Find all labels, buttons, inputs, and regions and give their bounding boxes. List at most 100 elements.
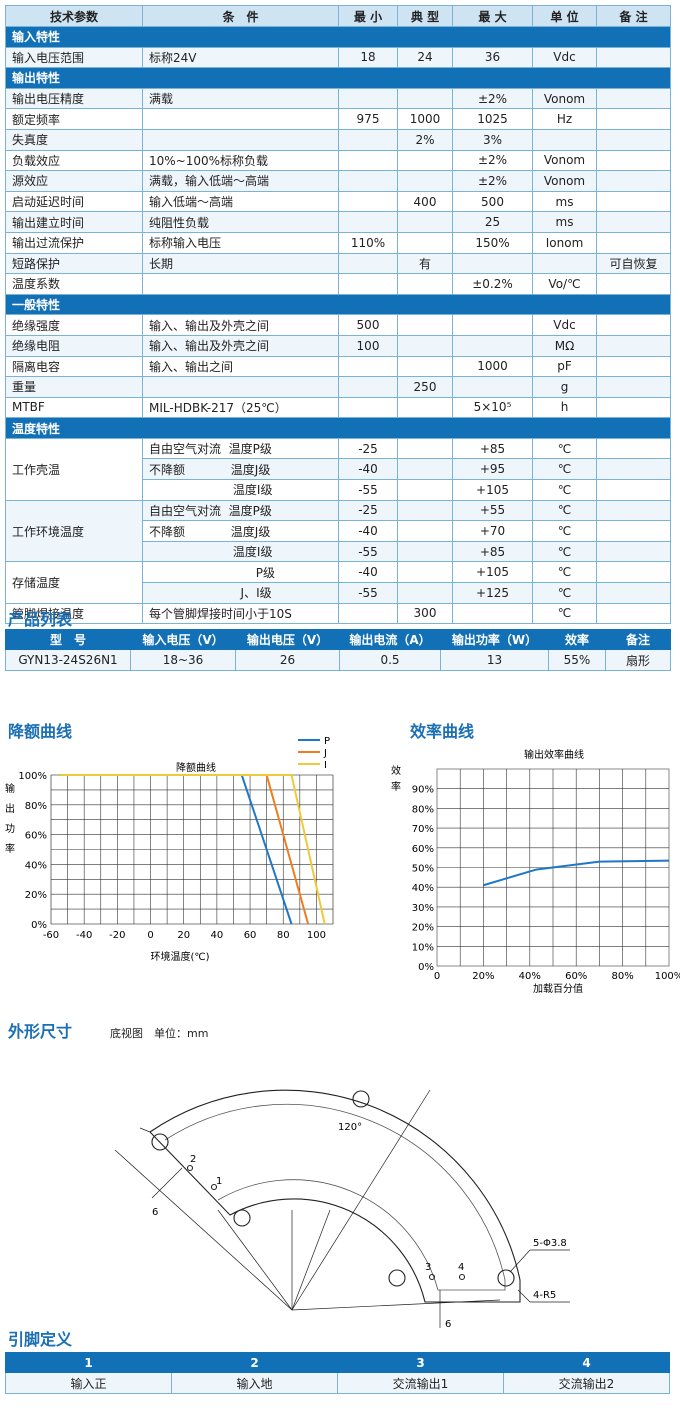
spec-cell — [142, 376, 339, 398]
spec-cell — [397, 396, 453, 419]
spec-table: 技术参数条 件最 小典 型最 大单 位备 注 输入特性 输入电压范围 标称24V 18… — [5, 5, 671, 625]
spec-cell: Vonom — [532, 87, 597, 110]
spec-cell — [452, 602, 533, 625]
spec-cell: +70 — [452, 520, 533, 542]
spec-cell: Vdc — [532, 46, 597, 69]
spec-cell — [532, 252, 597, 275]
spec-cell — [142, 128, 339, 151]
spec-cell — [397, 314, 453, 336]
efficiency-section-title: 效率曲线 — [410, 722, 475, 741]
spec-cell — [596, 540, 671, 563]
spec-cell: +105 — [452, 561, 533, 584]
spec-cell: MIL-HDBK-217（25℃） — [142, 396, 339, 419]
spec-cell — [397, 499, 453, 522]
pins-cell: 输入正 — [5, 1372, 172, 1394]
spec-cell: 24 — [397, 46, 453, 69]
spec-cell: 5×10⁵ — [452, 396, 533, 419]
y-tick-label: 20% — [412, 923, 434, 934]
series-line-I — [59, 774, 326, 925]
product-header-cell: 备注 — [605, 629, 671, 650]
spec-cell: +55 — [452, 499, 533, 522]
pins-cell: 交流输出1 — [337, 1372, 504, 1394]
spec-cell: 可自恢复 — [596, 252, 671, 275]
pin-2-label: 2 — [190, 1154, 196, 1165]
center-line-a — [291, 1089, 431, 1311]
product-header-cell: 输出电压（V） — [235, 629, 340, 650]
spec-cell — [596, 561, 671, 584]
spec-cell — [338, 128, 398, 151]
spec-cell — [596, 458, 671, 481]
product-cell: 26 — [235, 649, 340, 671]
spec-cell: -25 — [338, 499, 398, 522]
spec-cell — [452, 314, 533, 336]
spec-cell: 500 — [452, 190, 533, 213]
spec-cell — [338, 355, 398, 378]
spec-header-cell: 技术参数 — [5, 5, 143, 27]
spec-cell: 150% — [452, 231, 533, 254]
product-cell: GYN13-24S26N1 — [5, 649, 131, 671]
spec-cell: 启动延迟时间 — [5, 190, 143, 213]
spec-cell: 110% — [338, 231, 398, 254]
spec-cell — [397, 561, 453, 584]
y-tick-label: 80% — [412, 804, 434, 815]
spec-cell: -25 — [338, 437, 398, 460]
efficiency-xlabel: 加载百分值 — [533, 982, 583, 995]
mount-hole-5 — [497, 1269, 515, 1287]
spec-cell: ℃ — [532, 437, 597, 460]
y-tick-label: 90% — [412, 785, 434, 796]
spec-cell: 输入、输出及外壳之间 — [142, 334, 339, 357]
spec-cell: Vdc — [532, 314, 597, 336]
pin-3-label: 3 — [425, 1262, 431, 1273]
spec-cell — [397, 458, 453, 481]
pins-section-title: 引脚定义 — [8, 1330, 73, 1349]
pin-4-mark — [458, 1273, 466, 1281]
derating-xlabel: 环境温度(℃) — [150, 950, 209, 963]
radius-label: 4-R5 — [533, 1290, 556, 1301]
spec-cell: 绝缘强度 — [5, 314, 143, 336]
x-tick-label: 100% — [655, 971, 680, 982]
spec-cell: 存储温度 — [5, 561, 143, 604]
spec-cell: 绝缘电阻 — [5, 334, 143, 357]
spec-cell: ℃ — [532, 602, 597, 625]
spec-row: 隔离电容 输入、输出之间 1000 pF — [5, 355, 671, 378]
mount-hole-1 — [151, 1133, 169, 1151]
spec-cell — [452, 334, 533, 357]
spec-cell — [397, 273, 453, 295]
spec-cell — [596, 128, 671, 151]
spec-body: 输入特性 输入电压范围 标称24V 18 24 36 Vdc 输出特性 输出电压精度 满载 ±2% V… — [5, 26, 671, 625]
spec-row: 输出电压精度 满载 ±2% Vonom — [5, 87, 671, 110]
spec-cell: 满载 — [142, 87, 339, 110]
spec-cell: 1000 — [397, 108, 453, 130]
spec-section-row: 一般特性 — [5, 293, 671, 316]
spec-cell — [142, 273, 339, 295]
spec-cell: MΩ — [532, 334, 597, 357]
spec-cell: Vonom — [532, 170, 597, 192]
product-row: GYN13-24S26N1 18~36 26 0.5 13 55% 扇形 — [5, 649, 671, 671]
product-header-cell: 型 号 — [5, 629, 131, 650]
y-tick-label: 10% — [412, 942, 434, 953]
spec-section-label: 输出特性 — [5, 67, 671, 89]
spec-cell — [397, 149, 453, 172]
spec-cell: +85 — [452, 437, 533, 460]
ylabel-char: 效 — [391, 764, 401, 777]
spec-cell — [596, 46, 671, 69]
spec-cell: -40 — [338, 458, 398, 481]
mount-hole-4 — [388, 1269, 406, 1287]
ylabel-char: 功 — [5, 823, 15, 835]
spec-cell: 输出电压精度 — [5, 87, 143, 110]
y-tick-label: 0% — [31, 920, 47, 931]
spec-row: 短路保护 长期 有 可自恢复 — [5, 252, 671, 275]
derating-chart-title: 降额曲线 — [176, 761, 216, 774]
spec-cell — [596, 437, 671, 460]
spec-cell: 工作环境温度 — [5, 499, 143, 563]
spec-cell: 纯阻性负载 — [142, 211, 339, 233]
pins-value-row: 输入正 输入地 交流输出1 交流输出2 — [5, 1372, 670, 1394]
spec-cell — [397, 355, 453, 378]
outline-subtitle: 底视图 单位：mm — [110, 1027, 209, 1040]
spec-cell: 36 — [452, 46, 533, 69]
spec-cell: ±2% — [452, 149, 533, 172]
spec-section-row: 温度特性 — [5, 417, 671, 439]
spec-cell: 3% — [452, 128, 533, 151]
x-tick-label: 40% — [519, 971, 541, 982]
spec-cell — [397, 334, 453, 357]
